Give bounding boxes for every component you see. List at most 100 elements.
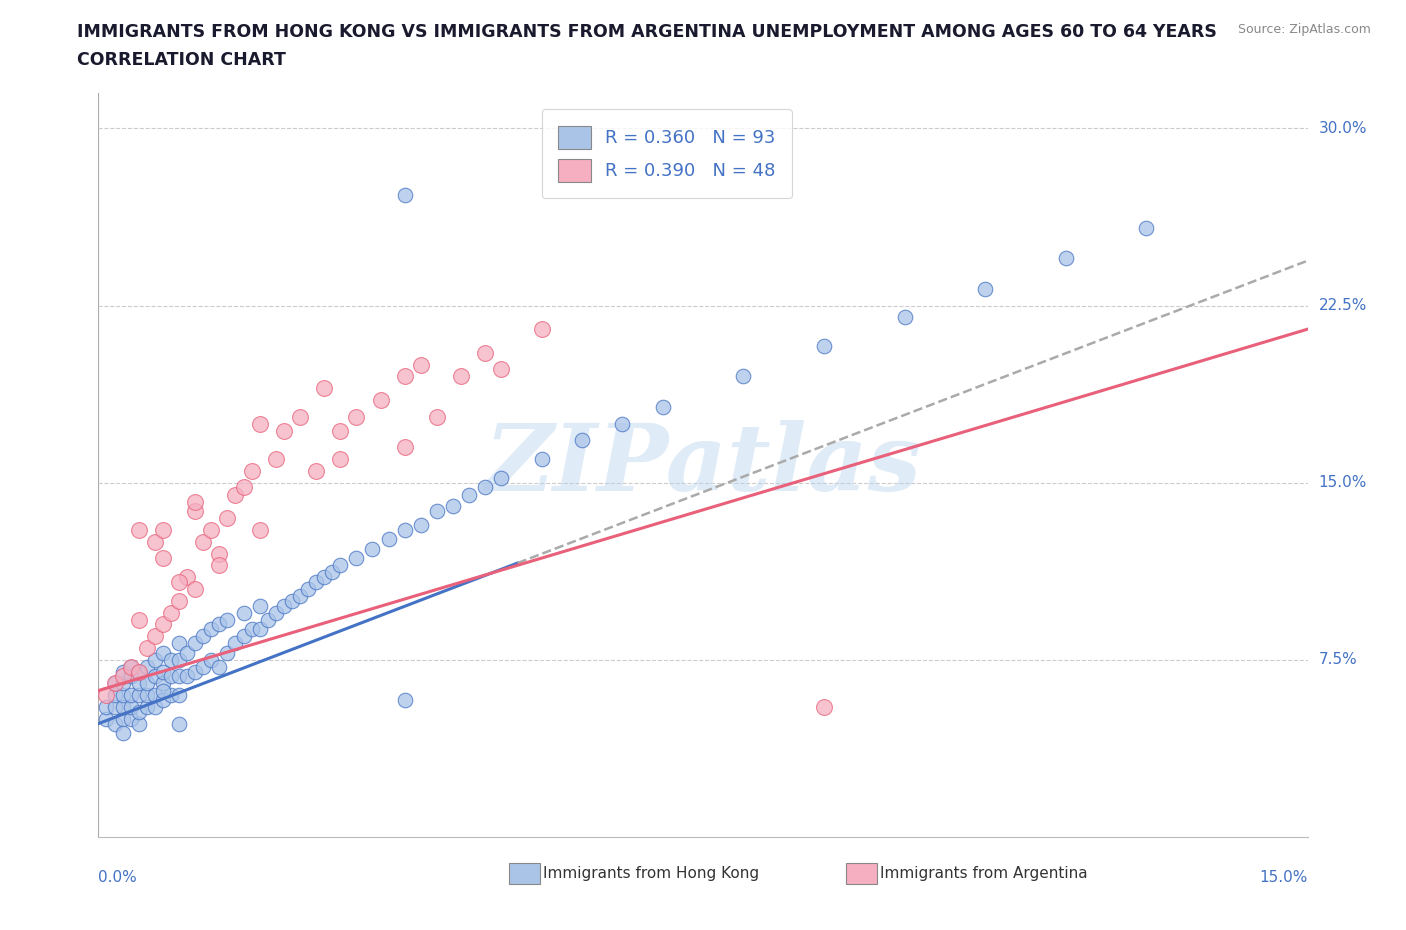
Point (208, 546, 231, 561)
Text: 22.5%: 22.5% (1319, 299, 1367, 313)
Point (224, 487, 246, 502)
Point (128, 664, 150, 679)
Point (474, 345, 496, 360)
Point (232, 629, 254, 644)
Text: Immigrants from Hong Kong: Immigrants from Hong Kong (543, 866, 759, 881)
Point (167, 716, 190, 731)
Point (249, 417, 271, 432)
Point (143, 653, 166, 668)
Point (530, 322, 553, 337)
Point (321, 565, 343, 580)
Text: 30.0%: 30.0% (1319, 121, 1367, 136)
Point (128, 664, 150, 679)
Point (370, 392, 392, 407)
Point (96, 699, 118, 714)
Point (111, 664, 134, 679)
Point (217, 511, 239, 525)
Point (208, 558, 231, 573)
Point (458, 487, 481, 502)
Point (160, 669, 183, 684)
Point (167, 653, 190, 668)
Text: 15.0%: 15.0% (1319, 475, 1367, 490)
Point (394, 693, 416, 708)
Point (120, 659, 142, 674)
Point (103, 688, 125, 703)
Point (143, 688, 166, 703)
Point (208, 617, 231, 631)
Point (167, 593, 190, 608)
Point (249, 523, 271, 538)
Point (200, 653, 222, 668)
Point (152, 523, 174, 538)
Point (264, 452, 287, 467)
Point (152, 684, 174, 698)
Point (249, 598, 271, 613)
Text: ZIPatlas: ZIPatlas (485, 420, 921, 510)
Point (200, 622, 222, 637)
Point (135, 676, 157, 691)
Point (120, 659, 142, 674)
Point (111, 725, 134, 740)
Point (651, 400, 673, 415)
Point (893, 310, 915, 325)
Point (111, 688, 134, 703)
Point (329, 452, 352, 467)
Point (733, 369, 755, 384)
Text: Immigrants from Argentina: Immigrants from Argentina (880, 866, 1088, 881)
Point (152, 645, 174, 660)
Point (160, 688, 183, 703)
Point (103, 716, 125, 731)
Point (305, 575, 328, 590)
Point (305, 463, 328, 478)
Point (344, 551, 367, 565)
Point (135, 699, 157, 714)
Point (120, 711, 142, 726)
Point (128, 716, 150, 731)
Point (491, 471, 513, 485)
Point (167, 688, 190, 703)
Point (1054, 251, 1077, 266)
Point (176, 645, 198, 660)
Point (288, 589, 311, 604)
Point (491, 362, 513, 377)
Point (530, 452, 553, 467)
Point (167, 636, 190, 651)
Point (184, 664, 207, 679)
Point (167, 575, 190, 590)
Point (409, 518, 432, 533)
Point (232, 605, 254, 620)
Point (160, 653, 183, 668)
Point (314, 380, 336, 395)
Point (249, 622, 271, 637)
Point (160, 605, 183, 620)
Point (128, 612, 150, 627)
Point (232, 480, 254, 495)
Point (394, 523, 416, 538)
Point (120, 669, 142, 684)
Point (111, 676, 134, 691)
Point (193, 535, 215, 550)
Point (111, 669, 134, 684)
Point (426, 504, 449, 519)
Point (813, 699, 835, 714)
Point (297, 581, 319, 596)
Point (184, 636, 207, 651)
Point (474, 480, 496, 495)
Point (103, 676, 125, 691)
Point (612, 417, 634, 432)
Point (450, 369, 472, 384)
Point (264, 605, 287, 620)
Point (135, 641, 157, 656)
Point (135, 659, 157, 674)
Point (152, 617, 174, 631)
Point (176, 570, 198, 585)
Text: IMMIGRANTS FROM HONG KONG VS IMMIGRANTS FROM ARGENTINA UNEMPLOYMENT AMONG AGES 6: IMMIGRANTS FROM HONG KONG VS IMMIGRANTS … (77, 23, 1218, 41)
Point (217, 645, 239, 660)
Point (128, 523, 150, 538)
Point (217, 612, 239, 627)
Point (208, 659, 231, 674)
Point (394, 369, 416, 384)
Point (394, 440, 416, 455)
Text: CORRELATION CHART: CORRELATION CHART (77, 51, 287, 69)
Point (314, 570, 336, 585)
